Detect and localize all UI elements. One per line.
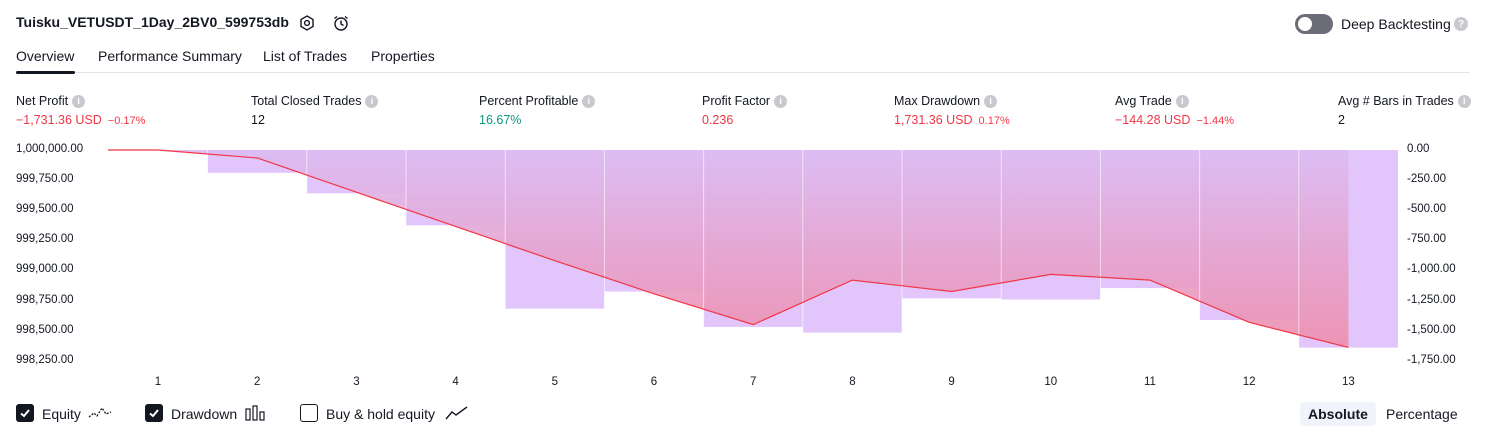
buy-hold-label[interactable]: Buy & hold equity (326, 406, 435, 422)
left-axis-tick: 998,250.00 (16, 353, 74, 366)
right-axis-tick: -1,250.00 (1407, 293, 1456, 306)
total-closed-trades-label: Total Closed Trades i (251, 94, 379, 108)
left-axis-tick: 999,000.00 (16, 263, 74, 276)
percent-profitable-label: Percent Profitable i (479, 94, 596, 108)
x-axis-tick: 11 (1144, 376, 1156, 388)
left-axis-tick: 998,500.00 (16, 323, 74, 336)
profit-factor-label: Profit Factor i (702, 94, 788, 108)
x-axis-tick: 7 (749, 376, 757, 388)
total-closed-trades-value: 12 (251, 113, 265, 127)
max-drawdown-value: 1,731.36 USD 0.17% (894, 113, 1010, 127)
net-profit-value: −1,731.36 USD −0.17% (16, 113, 146, 127)
net-profit-label: Net Profit i (16, 94, 86, 108)
percentage-button[interactable]: Percentage (1386, 406, 1458, 422)
deep-backtesting-toggle[interactable] (1295, 14, 1333, 34)
drawdown-bars-icon (245, 405, 265, 421)
x-axis-tick: 6 (650, 376, 658, 388)
avg-trade-value: −144.28 USD −1.44% (1115, 113, 1235, 127)
right-axis-tick: -1,000.00 (1407, 263, 1456, 276)
left-axis-tick: 999,250.00 (16, 233, 74, 246)
equity-checkbox[interactable] (16, 404, 34, 422)
percent-profitable-value: 16.67% (479, 113, 522, 127)
alarm-clock-icon[interactable] (331, 13, 351, 33)
equity-fill (108, 150, 1349, 348)
info-icon[interactable]: i (1175, 94, 1189, 108)
tab-performance-summary[interactable]: Performance Summary (98, 48, 242, 64)
info-icon[interactable]: i (72, 94, 86, 108)
active-tab-indicator (16, 71, 75, 74)
x-axis-tick: 12 (1242, 376, 1256, 388)
avg-bars-value: 2 (1338, 113, 1345, 127)
deep-backtesting-label: Deep Backtesting (1341, 16, 1451, 32)
drawdown-label[interactable]: Drawdown (171, 406, 238, 422)
equity-line (108, 149, 1349, 349)
max-drawdown-label: Max Drawdown i (894, 94, 998, 108)
left-axis-tick: 999,750.00 (16, 173, 74, 186)
x-axis-tick: 9 (948, 376, 955, 388)
x-axis-tick: 2 (253, 376, 261, 388)
info-icon[interactable]: i (1457, 94, 1471, 108)
tabs-divider (16, 72, 1470, 73)
bar-separators (207, 150, 1300, 360)
strategy-title: Tuisku_VETUSDT_1Day_2BV0_599753db (16, 14, 289, 30)
right-axis-tick: -500.00 (1407, 203, 1447, 216)
info-icon[interactable]: i (365, 94, 379, 108)
left-axis-tick: 998,750.00 (16, 293, 74, 306)
equity-line-path (108, 149, 1349, 349)
x-axis-tick: 8 (849, 376, 856, 388)
x-axis-tick: 4 (452, 376, 459, 388)
right-axis-tick: -1,500.00 (1407, 323, 1456, 336)
help-icon[interactable]: ? (1454, 17, 1468, 31)
buy-hold-checkbox[interactable] (300, 404, 318, 422)
tab-overview[interactable]: Overview (16, 48, 75, 64)
absolute-button[interactable]: Absolute (1300, 402, 1376, 426)
equity-line-icon (88, 406, 112, 418)
right-axis-tick: -1,750.00 (1407, 353, 1456, 366)
buy-hold-line-icon (445, 406, 468, 420)
settings-icon[interactable] (297, 13, 317, 33)
x-axis-tick: 13 (1341, 376, 1355, 388)
tab-properties[interactable]: Properties (371, 48, 435, 64)
right-axis-tick: 0.00 (1407, 143, 1430, 155)
info-icon[interactable]: i (582, 94, 596, 108)
drawdown-checkbox[interactable] (145, 404, 163, 422)
x-axis-tick: 1 (154, 376, 162, 388)
x-axis-tick: 10 (1044, 376, 1058, 388)
avg-trade-label: Avg Trade i (1115, 94, 1189, 108)
info-icon[interactable]: i (774, 94, 788, 108)
right-axis-tick: -250.00 (1407, 173, 1447, 186)
tab-list-of-trades[interactable]: List of Trades (263, 48, 348, 64)
equity-area (108, 150, 1349, 348)
toggle-knob (1298, 17, 1312, 31)
left-axis-tick: 999,500.00 (16, 203, 74, 216)
info-icon[interactable]: i (984, 94, 998, 108)
equity-label[interactable]: Equity (42, 406, 81, 422)
x-axis-tick: 5 (551, 376, 558, 388)
x-axis-tick: 3 (353, 376, 360, 388)
left-axis-tick: 1,000,000.00 (16, 143, 84, 155)
avg-bars-label: Avg # Bars in Trades i (1338, 94, 1471, 108)
profit-factor-value: 0.236 (702, 113, 734, 127)
right-axis-tick: -750.00 (1407, 233, 1447, 246)
